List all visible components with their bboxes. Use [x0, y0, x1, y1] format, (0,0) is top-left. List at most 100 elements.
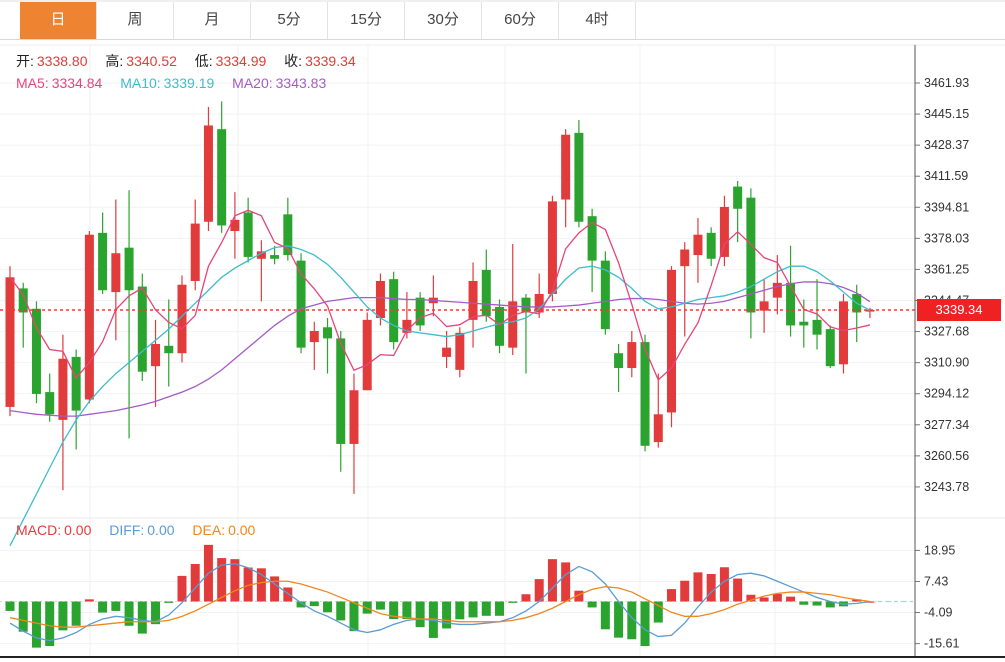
- ma10-value: 3339.19: [163, 75, 215, 91]
- macd-bar: [812, 601, 822, 606]
- candle: [667, 269, 676, 413]
- candle: [627, 342, 637, 369]
- ma5-line: [9, 209, 871, 381]
- macd-bar: [587, 601, 597, 608]
- macd-bar: [680, 580, 690, 602]
- candle: [45, 392, 55, 415]
- tab-60min[interactable]: 60分: [482, 2, 559, 39]
- macd-axis-label: 7.43: [924, 574, 948, 588]
- y-axis-label: 3310.90: [924, 356, 969, 370]
- macd-bar: [627, 601, 637, 640]
- ma10-label: MA10:: [120, 75, 161, 91]
- candlestick-chart[interactable]: 3461.93 3445.15 3428.37 3411.59 3394.81 3378.…: [0, 40, 1005, 662]
- candle: [177, 284, 187, 354]
- candle: [587, 216, 597, 261]
- macd-bar: [98, 601, 108, 613]
- candle: [825, 329, 835, 367]
- candle: [640, 342, 650, 446]
- tab-month[interactable]: 月: [174, 2, 251, 39]
- macd-bar: [283, 587, 293, 602]
- candle: [759, 301, 769, 311]
- dea-label: DEA:: [192, 522, 226, 538]
- macd-bar: [389, 601, 399, 620]
- candle: [402, 319, 412, 333]
- y-axis-label: 3378.03: [924, 231, 969, 245]
- macd-bar: [852, 599, 862, 602]
- macd-bar: [270, 576, 280, 602]
- candle: [31, 308, 41, 394]
- candle: [230, 219, 240, 231]
- candle: [362, 319, 372, 391]
- candle: [190, 223, 200, 281]
- macd-bar: [428, 601, 438, 638]
- ohlc-legend: 开: 3338.80 高: 3340.52 低: 3334.99 收: 3339.34: [16, 51, 370, 71]
- ma20-label: MA20:: [232, 75, 273, 91]
- open-label: 开:: [16, 53, 34, 69]
- candle: [71, 356, 81, 411]
- candle: [309, 330, 319, 343]
- macd-bar: [111, 601, 121, 611]
- macd-bar: [177, 575, 187, 602]
- y-axis-label: 3445.15: [924, 107, 969, 121]
- y-axis-label: 3260.56: [924, 449, 969, 463]
- tab-30min[interactable]: 30分: [405, 2, 482, 39]
- candle: [442, 347, 452, 357]
- candle: [693, 234, 703, 256]
- macd-bar: [45, 601, 55, 647]
- candle: [719, 206, 729, 257]
- macd-bar: [772, 593, 782, 602]
- tab-15min[interactable]: 15分: [328, 2, 405, 39]
- macd-bar: [151, 601, 161, 625]
- candle: [58, 358, 68, 420]
- macd-bar: [58, 601, 68, 631]
- macd-bar: [534, 579, 544, 602]
- tab-5min[interactable]: 5分: [251, 2, 328, 39]
- macd-bar: [323, 601, 333, 613]
- close-value: 3339.34: [305, 53, 356, 69]
- open-value: 3338.80: [36, 53, 88, 69]
- macd-bar: [481, 601, 491, 616]
- low-value: 3334.99: [215, 53, 267, 69]
- macd-bar: [468, 601, 478, 618]
- candle: [653, 414, 663, 443]
- tab-4hour[interactable]: 4时: [559, 2, 636, 39]
- macd-bar: [442, 601, 452, 629]
- tab-week[interactable]: 周: [97, 2, 174, 39]
- macd-bar: [799, 601, 809, 605]
- candle: [349, 390, 359, 444]
- candle: [812, 319, 822, 335]
- ma20-line: [9, 281, 871, 417]
- candle: [375, 280, 385, 319]
- macd-bar: [614, 601, 624, 638]
- diff-label: DIFF:: [109, 522, 145, 538]
- macd-bar: [217, 558, 227, 602]
- candle: [84, 234, 94, 400]
- current-price-label: 3339.34: [917, 298, 1001, 321]
- candle: [746, 197, 756, 313]
- macd-label: MACD:: [16, 522, 62, 538]
- candle: [838, 301, 848, 365]
- macd-bar: [693, 572, 703, 602]
- macd-bar: [402, 601, 412, 620]
- candle: [389, 279, 399, 343]
- macd-axis-label: 18.95: [924, 543, 955, 557]
- candle: [203, 125, 213, 222]
- ma20-value: 3343.83: [275, 75, 327, 91]
- candle: [124, 247, 134, 291]
- macd-bar: [733, 578, 743, 602]
- macd-bar: [746, 594, 756, 602]
- tab-day[interactable]: 日: [20, 2, 97, 39]
- macd-legend: MACD: 0.00 DIFF: 0.00 DEA: 0.00: [16, 522, 269, 538]
- macd-bar: [256, 568, 266, 602]
- tab-bar: 日周月 5分 15分 30分 60分 4时: [0, 0, 1005, 40]
- macd-bar: [71, 601, 81, 626]
- candle: [799, 321, 809, 326]
- macd-axis-label: -15.61: [924, 637, 959, 651]
- candle: [600, 260, 610, 330]
- candle: [296, 260, 306, 348]
- macd-bar: [137, 601, 147, 634]
- candle: [508, 301, 518, 348]
- macd-bar: [574, 590, 584, 602]
- candle: [336, 338, 346, 444]
- candle: [614, 353, 624, 369]
